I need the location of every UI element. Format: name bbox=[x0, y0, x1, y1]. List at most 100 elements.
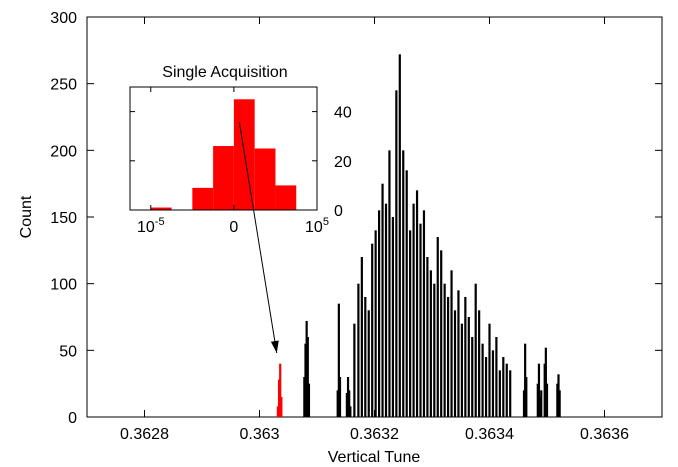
inset-y-tick-label: 0 bbox=[334, 203, 343, 220]
bar bbox=[491, 350, 495, 417]
bar bbox=[557, 374, 560, 417]
bar bbox=[349, 406, 352, 417]
bar bbox=[384, 203, 388, 417]
bar bbox=[346, 377, 350, 417]
arrow-head bbox=[270, 340, 279, 353]
bar bbox=[381, 183, 384, 417]
bar bbox=[443, 283, 446, 417]
x-axis-title: Vertical Tune bbox=[328, 449, 421, 466]
bar bbox=[395, 90, 398, 417]
bar bbox=[433, 283, 436, 417]
bar bbox=[360, 257, 363, 417]
bar bbox=[545, 383, 549, 417]
bar bbox=[337, 303, 340, 417]
bar bbox=[498, 370, 501, 417]
bar bbox=[478, 310, 481, 417]
bar bbox=[391, 217, 394, 417]
bar bbox=[505, 363, 508, 417]
inset-y-tick-label: 20 bbox=[334, 154, 352, 171]
bar bbox=[509, 370, 512, 417]
bar bbox=[306, 337, 309, 417]
main-bars bbox=[276, 54, 561, 417]
y-tick-label: 0 bbox=[68, 410, 77, 427]
arrow-line bbox=[238, 122, 278, 354]
bar bbox=[556, 383, 559, 417]
bar bbox=[398, 54, 401, 417]
y-tick-label: 50 bbox=[59, 343, 77, 360]
inset-bar bbox=[275, 185, 297, 210]
main-tick-labels: 0.3628 0.363 0.3632 0.3634 0.3636 0 50 100 150 20… bbox=[50, 10, 629, 443]
x-tick-label: 0.3632 bbox=[350, 426, 399, 443]
bar bbox=[305, 321, 308, 417]
bar bbox=[484, 357, 488, 417]
annotation-arrow bbox=[238, 122, 279, 354]
bar bbox=[419, 223, 422, 417]
bar bbox=[279, 363, 282, 417]
inset-bar bbox=[213, 146, 234, 210]
bar bbox=[348, 390, 351, 417]
inset-x-tick-label: 10-5 bbox=[137, 216, 165, 236]
bar bbox=[447, 297, 450, 417]
bar bbox=[364, 297, 367, 417]
bar bbox=[440, 250, 443, 417]
bar bbox=[277, 379, 281, 417]
bar bbox=[460, 323, 463, 417]
y-tick-label: 100 bbox=[50, 277, 77, 294]
bar bbox=[405, 170, 408, 417]
y-tick-label: 300 bbox=[50, 10, 77, 27]
inset-title: Single Acquisition bbox=[162, 64, 287, 81]
bar bbox=[374, 230, 377, 417]
x-tick-label: 0.3628 bbox=[120, 426, 169, 443]
bar bbox=[525, 377, 528, 417]
inset-x-tick-label: 0 bbox=[229, 219, 238, 236]
bar bbox=[544, 347, 547, 417]
bar bbox=[539, 397, 542, 417]
bar bbox=[558, 390, 561, 417]
bar bbox=[409, 230, 412, 417]
bar bbox=[429, 270, 432, 417]
bar bbox=[307, 383, 311, 417]
bar bbox=[450, 270, 453, 417]
x-tick-label: 0.3636 bbox=[580, 426, 629, 443]
bar bbox=[474, 283, 477, 417]
bar bbox=[464, 297, 467, 417]
inset-bar bbox=[254, 148, 276, 210]
bar bbox=[388, 150, 391, 417]
bar bbox=[345, 393, 348, 417]
bar bbox=[540, 390, 543, 417]
bar bbox=[426, 257, 429, 417]
bar bbox=[402, 150, 405, 417]
inset-ticks bbox=[130, 87, 318, 211]
x-tick-label: 0.3634 bbox=[465, 426, 514, 443]
bar bbox=[488, 323, 491, 417]
bar bbox=[280, 397, 283, 417]
bar bbox=[422, 210, 426, 417]
bar bbox=[412, 203, 415, 417]
bar bbox=[536, 383, 539, 417]
y-tick-label: 150 bbox=[50, 210, 77, 227]
bar bbox=[336, 390, 339, 417]
bar bbox=[357, 283, 360, 417]
bar bbox=[303, 377, 306, 417]
bar bbox=[457, 290, 460, 417]
bar bbox=[371, 243, 374, 417]
x-tick-label: 0.363 bbox=[239, 426, 279, 443]
bar bbox=[467, 317, 470, 417]
bar bbox=[537, 363, 541, 417]
bar bbox=[543, 363, 546, 417]
bar bbox=[415, 190, 419, 417]
bar bbox=[353, 323, 356, 417]
bar bbox=[524, 343, 527, 417]
bar bbox=[436, 237, 439, 417]
bar bbox=[522, 390, 526, 417]
y-axis-title: Count bbox=[18, 195, 35, 238]
bar bbox=[471, 337, 474, 417]
bar bbox=[338, 377, 342, 417]
inset-bar bbox=[192, 187, 214, 210]
bar bbox=[304, 343, 307, 417]
bar bbox=[276, 406, 279, 417]
inset-y-tick-label: 40 bbox=[334, 105, 352, 122]
bar bbox=[502, 357, 505, 417]
bar bbox=[367, 310, 370, 417]
